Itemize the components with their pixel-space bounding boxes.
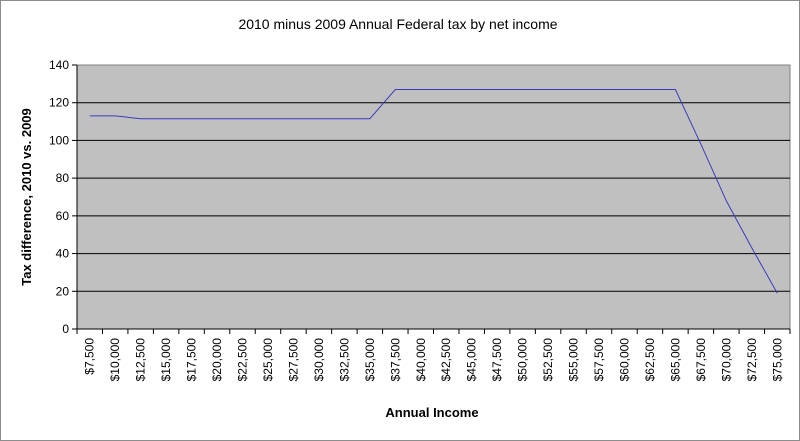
y-tick-label: 80	[56, 171, 70, 185]
y-tick-label: 20	[56, 284, 70, 298]
x-tick-label: $62,500	[643, 338, 657, 382]
x-tick-label: $20,000	[210, 338, 224, 382]
x-tick-label: $37,500	[388, 338, 402, 382]
series-line	[89, 89, 778, 294]
y-axis-ticks: 0 20 40 60 80 100 120 140	[49, 58, 790, 336]
y-tick-label: 0	[62, 322, 69, 336]
x-tick-label: $32,500	[337, 338, 351, 382]
x-tick-label: $40,000	[414, 338, 428, 382]
x-tick-label: $75,000	[770, 338, 784, 382]
x-tick-label: $65,000	[668, 338, 682, 382]
series-group	[89, 89, 778, 294]
x-tick-label: $12,500	[134, 338, 148, 382]
x-tick-label: $57,500	[592, 338, 606, 382]
x-tick-label: $47,500	[490, 338, 504, 382]
y-tick-label: 100	[49, 133, 69, 147]
y-axis-title: Tax difference, 2010 vs. 2009	[19, 108, 34, 286]
gridlines	[77, 102, 790, 292]
x-tick-label: $22,500	[236, 338, 250, 382]
x-tick-label: $50,000	[516, 338, 530, 382]
x-tick-label: $25,000	[261, 338, 275, 382]
y-tick-label: 60	[56, 209, 70, 223]
x-tick-label: $30,000	[312, 338, 326, 382]
y-tick-label: 40	[56, 247, 70, 261]
x-tick-label: $27,500	[286, 338, 300, 382]
y-tick-label: 140	[49, 58, 69, 72]
x-tick-label: $35,000	[363, 338, 377, 382]
x-tick-label: $42,500	[439, 338, 453, 382]
x-tick-label: $15,000	[159, 338, 173, 382]
chart-title: 2010 minus 2009 Annual Federal tax by ne…	[238, 16, 557, 32]
x-tick-label: $70,000	[719, 338, 733, 382]
x-tick-label: $72,500	[745, 338, 759, 382]
x-tick-label: $67,500	[694, 338, 708, 382]
x-axis-title: Annual Income	[385, 405, 478, 420]
x-tick-label: $45,000	[465, 338, 479, 382]
x-tick-label: $60,000	[617, 338, 631, 382]
x-tick-label: $10,000	[108, 338, 122, 382]
x-tick-label: $7,500	[83, 338, 97, 375]
y-tick-label: 120	[49, 96, 69, 110]
x-tick-label: $55,000	[567, 338, 581, 382]
x-axis-ticks: $7,500 $10,000 $12,500 $15,000 $17,500 $20,00…	[76, 329, 791, 382]
x-tick-label: $52,500	[541, 338, 555, 382]
plot-area	[76, 64, 791, 330]
x-tick-label: $17,500	[185, 338, 199, 382]
